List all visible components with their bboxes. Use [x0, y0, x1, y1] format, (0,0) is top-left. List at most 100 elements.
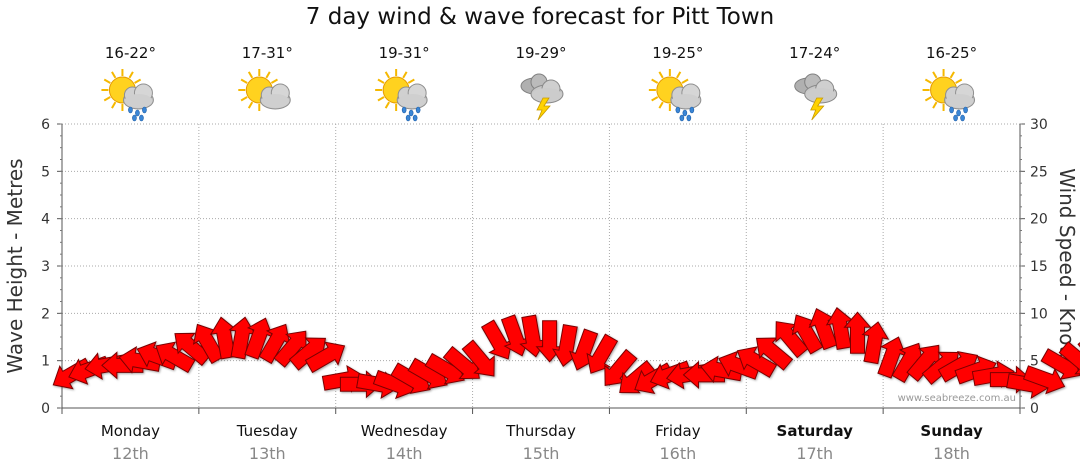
grid — [62, 123, 1020, 408]
left-tick-label: 2 — [41, 306, 50, 322]
day-date: 16th — [659, 444, 696, 463]
day-temp: 16-25° — [926, 44, 977, 62]
wind-arrow — [586, 333, 619, 374]
wind-arrow-shape — [258, 323, 291, 365]
day-temp: 17-24° — [789, 44, 840, 62]
rain-drop — [132, 114, 137, 122]
wind-arrow — [843, 311, 872, 354]
cloud — [261, 94, 290, 108]
day-date: 13th — [249, 444, 286, 463]
sun-ray — [103, 78, 111, 84]
day-name: Wednesday — [361, 422, 448, 440]
lightning-bolt — [810, 97, 825, 121]
sun-ray — [407, 78, 415, 84]
wind-arrow — [258, 323, 291, 365]
cloud — [398, 94, 427, 108]
sun-cloud-rain-icon — [375, 69, 428, 122]
right-tick-label: 25 — [1030, 164, 1048, 180]
wind-arrow — [244, 317, 274, 360]
day-name: Monday — [101, 422, 160, 440]
rain-drop — [142, 106, 147, 114]
sun-ray — [270, 78, 278, 84]
wind-arrow — [442, 345, 480, 380]
sun-ray — [651, 78, 659, 84]
chart-title: 7 day wind & wave forecast for Pitt Town — [305, 4, 775, 30]
wind-arrow-shape — [700, 355, 744, 384]
rain-drop — [960, 114, 965, 122]
sun-ray — [675, 71, 682, 79]
sun-ray — [240, 78, 248, 84]
wind-arrow — [118, 346, 162, 374]
sun-ray — [949, 71, 955, 79]
left-tick-label: 6 — [41, 117, 50, 133]
wind-arrow-shape — [1022, 365, 1066, 395]
sun-ray — [377, 96, 385, 102]
day-name: Tuesday — [236, 422, 298, 440]
wind-arrow-shape — [718, 350, 761, 380]
wind-arrow — [736, 346, 778, 378]
wind-arrow-shape — [736, 346, 778, 378]
weather-icons — [101, 69, 976, 122]
sun-ray — [377, 78, 385, 84]
wind-arrow — [825, 307, 854, 350]
cloud — [945, 94, 974, 108]
sun-ray — [681, 78, 689, 84]
sun-cloud-rain-icon — [101, 69, 154, 122]
rain-drop — [401, 106, 407, 114]
left-tick-label: 3 — [41, 259, 50, 275]
sun-ray — [247, 101, 254, 109]
rain-drop — [679, 114, 685, 122]
cloud — [532, 88, 562, 102]
sun-ray — [134, 78, 142, 84]
day-temp: 19-25° — [652, 44, 703, 62]
sun-ray — [103, 96, 111, 102]
wind-arrow-shape — [775, 321, 809, 359]
sun-ray — [265, 71, 271, 79]
wind-arrow — [136, 341, 179, 371]
wind-arrow-shape — [174, 332, 212, 367]
cloud — [124, 94, 153, 108]
day-labels: Monday 12th 16-22° Tuesday 13th 17-31° Wednesd… — [101, 44, 983, 463]
sun-ray — [658, 101, 664, 109]
lightning-bolt — [536, 97, 551, 121]
wind-arrow-shape — [755, 337, 794, 371]
day-date: 17th — [796, 444, 833, 463]
day-name: Saturday — [777, 422, 854, 440]
wind-arrow-shape — [825, 307, 854, 350]
rain-drop — [963, 106, 968, 114]
rain-drop — [675, 106, 681, 114]
left-tick-label: 5 — [41, 164, 50, 180]
day-date: 14th — [386, 444, 423, 463]
wind-arrow — [877, 336, 907, 379]
sun-ray — [932, 101, 938, 109]
wind-arrow-shape — [604, 348, 638, 387]
cloud — [671, 94, 700, 108]
rain-drop — [686, 114, 692, 122]
rain-drop — [415, 106, 421, 114]
wind-arrow-shape — [877, 336, 907, 379]
right-tick-label: 5 — [1030, 354, 1039, 370]
wind-arrow-shape — [442, 345, 480, 380]
axes: 0 1 2 3 4 5 6 0 5 10 15 20 25 30 Wave Height - Metres W… — [3, 117, 1079, 417]
sun-cloud-rain-icon — [922, 69, 976, 122]
day-temp: 17-31° — [242, 44, 293, 62]
rain-drop — [412, 114, 418, 122]
storm-icon — [520, 73, 564, 121]
rain-drop — [135, 109, 140, 117]
right-tick-label: 20 — [1030, 212, 1048, 228]
wind-arrow — [718, 350, 761, 380]
sun-ray — [924, 96, 932, 102]
watermark: www.seabreeze.com.au — [898, 393, 1016, 404]
left-axis-title: Wave Height - Metres — [3, 158, 27, 373]
left-tick-label: 0 — [41, 401, 50, 417]
day-temp: 16-22° — [105, 44, 156, 62]
cloud — [805, 88, 836, 102]
wind-arrow — [700, 355, 744, 384]
wind-arrow — [273, 330, 307, 368]
left-tick-label: 1 — [41, 354, 50, 370]
rain-drop — [953, 114, 958, 122]
sun-cloud-rain-icon — [648, 69, 702, 122]
rain-drop — [128, 106, 133, 114]
day-date: 12th — [112, 444, 149, 463]
